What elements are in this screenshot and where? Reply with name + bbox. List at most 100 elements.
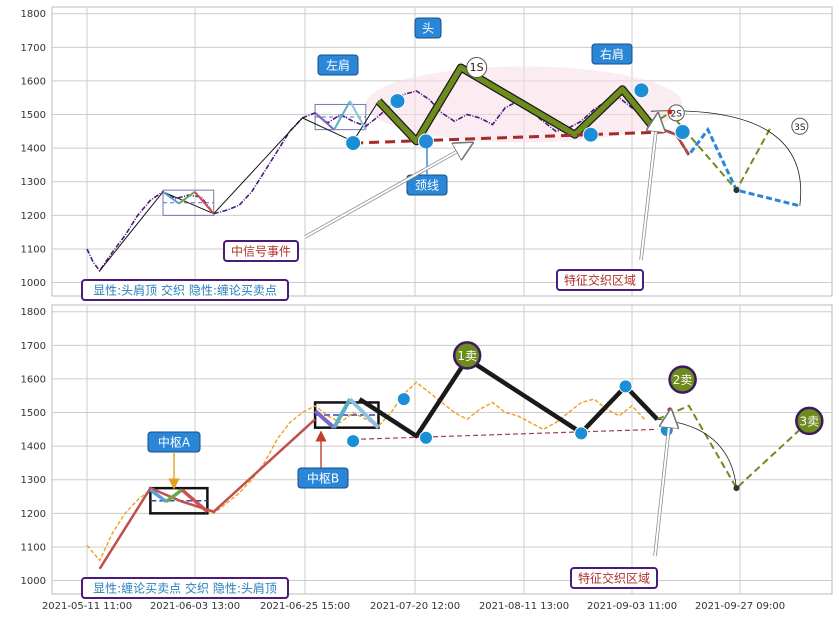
projection-node — [733, 187, 740, 194]
key-point — [618, 379, 633, 394]
callout-label: 右肩 — [600, 47, 624, 62]
callout-label: 中枢B — [307, 471, 339, 486]
key-point — [574, 426, 589, 441]
key-point — [633, 82, 650, 99]
y-tick-label: 1500 — [21, 110, 46, 121]
hs-path — [376, 64, 654, 145]
key-point — [396, 392, 411, 407]
y-tick-label: 1400 — [21, 442, 46, 453]
callout-label: 头 — [422, 22, 434, 36]
y-tick-label: 1100 — [21, 542, 46, 553]
center-stroke — [313, 409, 336, 430]
pointer-arrow — [304, 147, 465, 238]
center-stroke — [333, 100, 351, 131]
signal-label: 1S — [470, 61, 484, 74]
center-stroke — [162, 190, 180, 205]
center-stroke — [314, 112, 335, 131]
signal-marker — [795, 406, 824, 436]
signal-label: 2S — [671, 109, 683, 119]
pointer-arrow — [654, 418, 670, 557]
projection-dot — [667, 109, 673, 115]
y-tick-label: 1400 — [21, 144, 46, 155]
y-tick-label: 1600 — [21, 374, 46, 385]
center-stroke — [165, 488, 184, 504]
projection-line — [656, 404, 810, 490]
key-point — [674, 124, 691, 141]
center-stroke — [193, 191, 215, 215]
bottom-panel: 1000 1100 1200 1300 1400 1500 1600 1700 1800 1卖 2卖… — [21, 304, 833, 612]
y-tick-label: 1800 — [21, 307, 46, 318]
signal-marker — [791, 117, 809, 135]
neckline — [353, 428, 658, 441]
x-tick-label: 2021-07-20 12:00 — [370, 601, 460, 612]
y-tick-label: 1600 — [21, 76, 46, 87]
projection-line — [650, 123, 801, 208]
callout-box — [591, 43, 633, 65]
plot-frame — [51, 6, 833, 297]
callout-box — [317, 54, 359, 76]
callout-label: 中枢A — [158, 435, 191, 450]
y-tick-label: 1500 — [21, 408, 46, 419]
x-tick-label: 2021-09-03 11:00 — [587, 601, 677, 612]
projection-node — [733, 485, 740, 492]
stroke-path-rise — [98, 418, 316, 570]
callout-box — [414, 17, 442, 39]
price-line — [86, 90, 646, 273]
y-tick-label: 1800 — [21, 9, 46, 20]
signal-label: 3S — [794, 123, 806, 133]
note-box — [81, 577, 289, 599]
key-point — [345, 135, 362, 152]
y-tick-label: 1000 — [21, 278, 46, 289]
signal-marker — [452, 341, 482, 370]
y-tick-label: 1700 — [21, 341, 46, 352]
signal-marker — [466, 56, 488, 78]
note-label: 显性:缠论买卖点 交织 隐性:头肩顶 — [93, 581, 277, 596]
x-tick-label: 2021-09-27 09:00 — [695, 601, 785, 612]
note-box — [223, 240, 299, 262]
key-point — [417, 133, 434, 150]
top-panel: 1000 1100 1200 1300 1400 1500 1600 1700 1800 1S 2S… — [21, 6, 833, 301]
signal-label: 1卖 — [457, 349, 477, 363]
projection-dot — [667, 407, 673, 413]
callout-box — [297, 467, 349, 489]
signal-label: 2卖 — [673, 373, 693, 387]
signal-label: 3卖 — [800, 414, 820, 428]
center-stroke — [178, 190, 196, 205]
center-stroke — [332, 398, 352, 429]
price-line — [86, 381, 646, 562]
note-box — [556, 269, 644, 291]
x-tick-label: 2021-08-11 13:00 — [479, 601, 569, 612]
key-point — [418, 430, 433, 445]
note-label: 特征交织区域 — [564, 273, 636, 288]
neckline — [353, 130, 664, 145]
center-stroke — [349, 100, 367, 131]
callout-label: 左肩 — [326, 58, 350, 73]
signal-marker — [668, 365, 697, 394]
note-label: 特征交织区域 — [578, 571, 650, 586]
x-tick-label: 2021-05-11 11:00 — [42, 601, 132, 612]
key-point — [582, 126, 599, 143]
note-box — [570, 567, 658, 589]
y-tick-label: 1200 — [21, 509, 46, 520]
projection-arc — [650, 110, 802, 206]
center-stroke — [180, 488, 209, 514]
y-tick-label: 1200 — [21, 211, 46, 222]
key-point — [346, 434, 361, 449]
x-tick-label: 2021-06-25 15:00 — [260, 601, 350, 612]
plot-frame — [51, 304, 833, 595]
note-label: 中信号事件 — [231, 244, 291, 259]
key-point — [389, 93, 406, 110]
stroke-path — [358, 356, 659, 439]
y-tick-label: 1000 — [21, 576, 46, 587]
x-tick-label: 2021-06-03 13:00 — [150, 601, 240, 612]
center-stroke — [348, 397, 380, 430]
projection-alt-line — [650, 111, 773, 192]
y-tick-label: 1100 — [21, 244, 46, 255]
note-box — [81, 279, 289, 301]
y-tick-label: 1300 — [21, 475, 46, 486]
y-tick-label: 1300 — [21, 177, 46, 188]
pointer-arrow — [640, 122, 657, 261]
center-stroke — [149, 488, 168, 504]
